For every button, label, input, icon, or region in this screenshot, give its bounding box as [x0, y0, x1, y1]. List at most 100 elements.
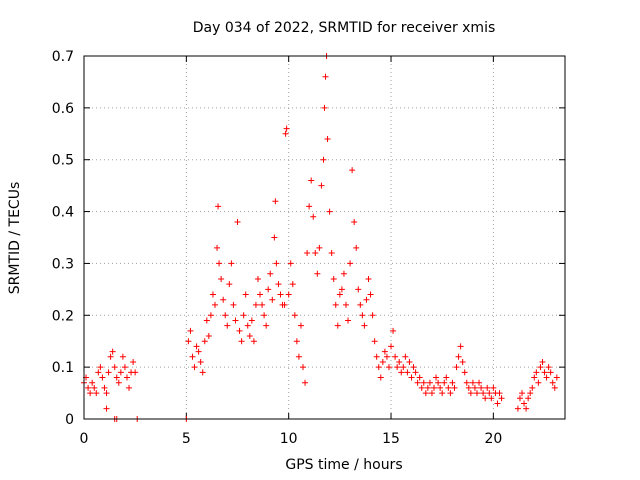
data-point	[455, 353, 462, 360]
data-point	[369, 312, 376, 319]
data-point	[240, 312, 247, 319]
grid-lines	[84, 56, 565, 419]
data-point	[467, 390, 474, 397]
data-point	[332, 301, 339, 308]
data-point	[121, 364, 128, 371]
data-point	[422, 390, 429, 397]
data-point	[334, 322, 341, 329]
data-point	[404, 369, 411, 376]
data-point	[87, 390, 94, 397]
data-point	[297, 322, 304, 329]
data-point	[314, 270, 321, 277]
x-tick-label: 20	[484, 431, 502, 447]
data-point	[310, 213, 317, 220]
data-point	[435, 379, 442, 386]
data-point	[272, 198, 279, 205]
data-point	[199, 369, 206, 376]
data-point	[263, 322, 270, 329]
data-point	[365, 275, 372, 282]
data-point	[361, 322, 368, 329]
data-point	[222, 312, 229, 319]
data-point	[216, 260, 223, 267]
data-point	[476, 379, 483, 386]
y-tick-label: 0.4	[52, 205, 74, 221]
data-point	[400, 364, 407, 371]
data-point	[242, 291, 249, 298]
data-point	[381, 348, 388, 355]
data-point	[394, 364, 401, 371]
data-point	[357, 301, 364, 308]
data-point	[103, 390, 110, 397]
data-point	[236, 327, 243, 334]
data-point	[105, 369, 112, 376]
data-point	[345, 317, 352, 324]
data-point	[406, 358, 413, 365]
data-point	[306, 203, 313, 210]
data-point	[275, 281, 282, 288]
data-point	[496, 390, 503, 397]
data-point	[195, 348, 202, 355]
data-point	[451, 384, 458, 391]
data-point	[525, 395, 532, 402]
data-point	[201, 338, 208, 345]
data-point	[320, 156, 327, 163]
data-point	[355, 286, 362, 293]
plot-frame	[83, 55, 566, 420]
data-point	[537, 364, 544, 371]
data-point	[478, 384, 485, 391]
data-point	[322, 73, 329, 80]
data-point	[359, 312, 366, 319]
data-point	[471, 384, 478, 391]
data-point	[189, 353, 196, 360]
data-point	[420, 379, 427, 386]
data-point	[336, 291, 343, 298]
data-point	[424, 384, 431, 391]
data-point	[302, 379, 309, 386]
data-point	[261, 312, 268, 319]
data-point	[211, 301, 218, 308]
data-point	[371, 338, 378, 345]
data-point	[494, 400, 501, 407]
data-point	[232, 317, 239, 324]
data-point	[97, 364, 104, 371]
data-point	[273, 260, 280, 267]
data-point	[412, 369, 419, 376]
data-point	[246, 333, 253, 340]
data-point	[238, 338, 245, 345]
data-point	[347, 260, 354, 267]
data-point	[265, 286, 272, 293]
data-point	[99, 374, 106, 381]
data-point	[248, 317, 255, 324]
data-point	[488, 395, 495, 402]
data-point	[269, 296, 276, 303]
data-point	[545, 364, 552, 371]
data-point	[205, 333, 212, 340]
data-point	[132, 369, 139, 376]
data-point	[377, 374, 384, 381]
data-point	[224, 322, 231, 329]
data-point	[549, 379, 556, 386]
data-point	[388, 343, 395, 350]
data-point	[523, 405, 530, 412]
data-point	[93, 390, 100, 397]
chart-title: Day 034 of 2022, SRMTID for receiver xmi…	[193, 20, 496, 36]
data-point	[547, 369, 554, 376]
data-point	[259, 301, 266, 308]
data-point	[519, 390, 526, 397]
data-points	[81, 53, 560, 422]
data-point	[342, 301, 349, 308]
data-point	[351, 218, 358, 225]
data-point	[375, 364, 382, 371]
data-point	[285, 291, 292, 298]
x-tick-label: 5	[182, 431, 191, 447]
data-point	[353, 244, 360, 251]
data-point	[226, 281, 233, 288]
data-point	[463, 379, 470, 386]
data-point	[414, 379, 421, 386]
data-point	[250, 338, 257, 345]
data-point	[126, 384, 133, 391]
data-point	[257, 291, 264, 298]
y-tick-label: 0	[65, 412, 74, 428]
data-point	[379, 358, 386, 365]
x-tick-label: 10	[280, 431, 298, 447]
